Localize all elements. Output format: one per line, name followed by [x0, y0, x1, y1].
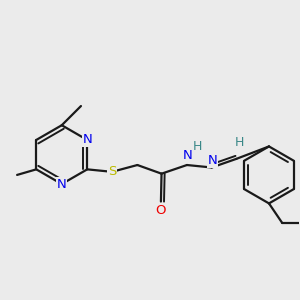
Text: N: N: [82, 134, 92, 146]
Text: H: H: [235, 136, 244, 149]
Text: S: S: [108, 165, 116, 178]
Text: O: O: [156, 204, 166, 217]
Text: N: N: [183, 149, 192, 162]
Text: N: N: [57, 178, 67, 190]
Text: N: N: [207, 154, 217, 167]
Text: H: H: [193, 140, 203, 153]
